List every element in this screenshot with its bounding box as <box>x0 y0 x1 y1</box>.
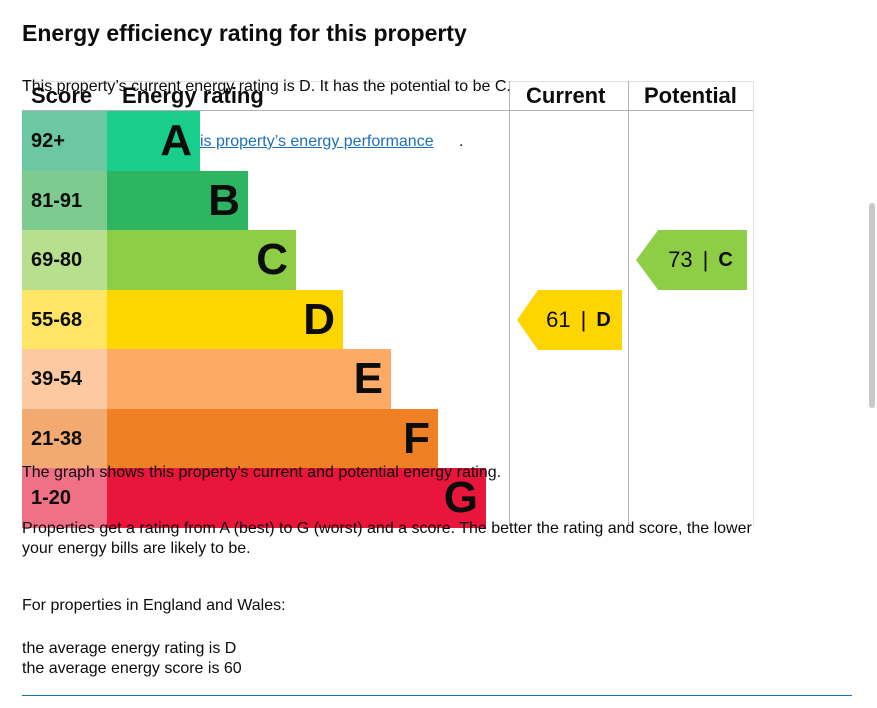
band-bar-f: F <box>107 409 438 469</box>
page-title: Energy efficiency rating for this proper… <box>22 20 467 46</box>
header-score: Score <box>31 83 93 108</box>
band-bar-a: A <box>107 111 200 171</box>
header-potential: Potential <box>644 83 737 108</box>
region-heading: For properties in England and Wales: <box>22 597 286 614</box>
energy-rating-chart: Score Energy rating Current Potential 92+ A 81… <box>22 81 754 528</box>
band-bar-d: D <box>107 290 343 350</box>
band-score-a: 92+ <box>22 111 107 171</box>
vertical-scrollbar[interactable] <box>869 203 875 408</box>
band-bar-b: B <box>107 171 248 231</box>
link-suffix: . <box>459 133 464 150</box>
band-score-f: 21-38 <box>22 409 107 469</box>
current-rating-pointer-score: 61 <box>546 307 571 332</box>
average-score: the average energy score is 60 <box>22 660 242 677</box>
potential-rating-pointer-score: 73 <box>668 247 693 272</box>
potential-rating-pointer-separator: | <box>702 247 709 272</box>
header-current: Current <box>526 83 606 108</box>
band-bar-c: C <box>107 230 296 290</box>
explanation-line-1: Properties get a rating from A (best) to… <box>22 520 752 537</box>
current-rating-pointer-separator: | <box>580 307 587 332</box>
divider-current-potential <box>628 81 629 526</box>
band-score-g: 1-20 <box>22 468 107 528</box>
divider-rating-current <box>509 81 510 526</box>
band-score-d: 55-68 <box>22 290 107 350</box>
band-score-e: 39-54 <box>22 349 107 409</box>
right-border <box>753 81 754 526</box>
header-divider <box>22 110 753 111</box>
graph-caption: The graph shows this property’s current … <box>22 464 502 481</box>
header-energy-rating: Energy rating <box>122 83 264 108</box>
current-rating-sentence: This property’s current energy rating is… <box>22 78 511 95</box>
band-bar-g: G <box>107 468 486 528</box>
band-bar-e: E <box>107 349 391 409</box>
top-border <box>22 81 753 82</box>
current-rating-pointer: 61 | D <box>517 290 622 350</box>
potential-rating-pointer-letter: C <box>718 248 733 271</box>
band-score-c: 69-80 <box>22 230 107 290</box>
current-rating-pointer-letter: D <box>596 308 611 331</box>
energy-performance-link[interactable]: is property’s energy performance <box>200 133 434 150</box>
band-score-b: 81-91 <box>22 171 107 231</box>
potential-rating-pointer: 73 | C <box>636 230 747 290</box>
average-rating: the average energy rating is D <box>22 640 237 657</box>
section-divider <box>22 695 852 696</box>
explanation-line-2: your energy bills are likely to be. <box>22 540 251 557</box>
